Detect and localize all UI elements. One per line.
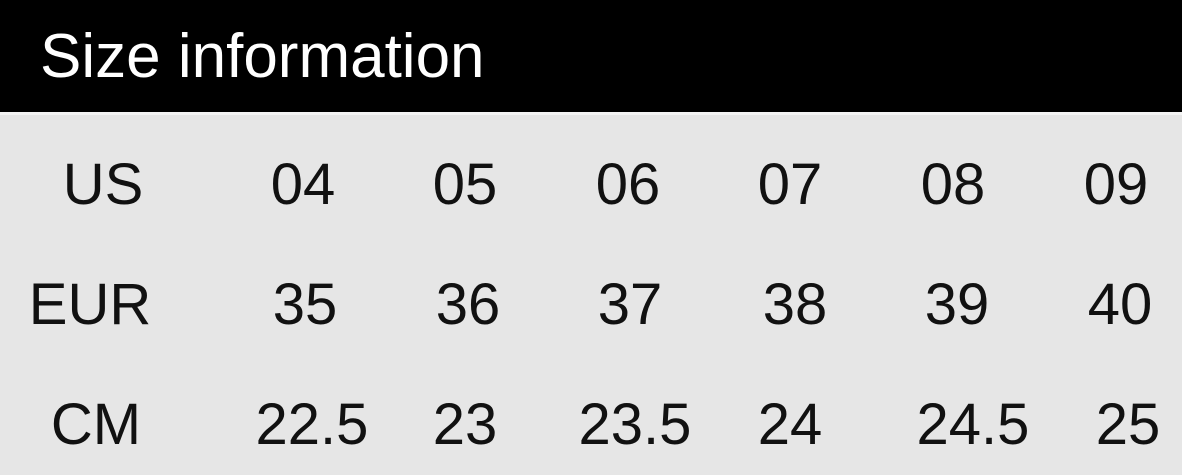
header-bar: Size information <box>0 0 1182 115</box>
row-label: US <box>62 152 144 217</box>
size-cell: 36 <box>435 272 501 337</box>
size-cell: 23 <box>432 392 498 457</box>
size-cell: 25 <box>1095 392 1161 457</box>
size-cell: 24.5 <box>916 392 1030 457</box>
size-cell: 35 <box>272 272 338 337</box>
size-cell: 23.5 <box>578 392 692 457</box>
row-label: EUR <box>28 272 152 337</box>
size-cell: 09 <box>1083 152 1149 217</box>
size-cell: 06 <box>595 152 661 217</box>
size-cell: 39 <box>924 272 990 337</box>
table-row-eur: EUR 35 36 37 38 39 40 <box>0 265 1182 345</box>
table-row-cm: CM 22.5 23 23.5 24 24.5 25 <box>0 385 1182 465</box>
size-cell: 08 <box>920 152 986 217</box>
size-cell: 04 <box>270 152 336 217</box>
size-cell: 05 <box>432 152 498 217</box>
size-cell: 38 <box>762 272 828 337</box>
size-cell: 37 <box>597 272 663 337</box>
table-row-us: US 04 05 06 07 08 09 <box>0 145 1182 225</box>
size-cell: 07 <box>757 152 823 217</box>
size-cell: 24 <box>757 392 823 457</box>
page-title: Size information <box>40 22 485 91</box>
size-cell: 40 <box>1087 272 1153 337</box>
row-label: CM <box>50 392 142 457</box>
size-cell: 22.5 <box>255 392 369 457</box>
